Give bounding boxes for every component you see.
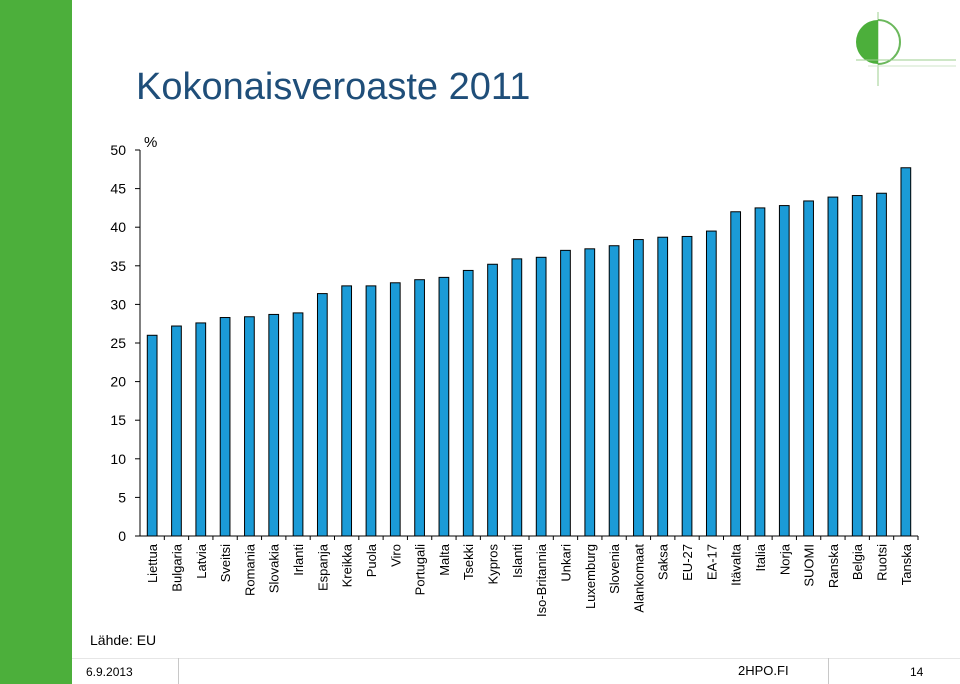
bar-chart: 0 5 10 15 20 25 30 35 40 45 50% Liettua Bulgaria Lat…: [110, 134, 919, 617]
category-label: SUOMI: [802, 544, 817, 587]
category-label: EA-17: [704, 544, 719, 580]
category-label: Espanja: [315, 543, 330, 591]
bar-luxemburg: [584, 248, 596, 537]
green-sidebar: [0, 0, 72, 684]
footer-separator: [828, 658, 829, 684]
category-label: Slovakia: [267, 543, 282, 593]
bar-ranska: [827, 196, 839, 537]
bar-ea-17: [705, 230, 717, 537]
bar-suomi: [803, 200, 814, 537]
y-tick-label: 5: [118, 489, 126, 505]
bar-bulgaria: [171, 325, 182, 537]
logo-icon: [856, 12, 956, 86]
category-label: Viro: [388, 544, 403, 567]
category-label: Tanska: [899, 543, 914, 585]
footer-date: 6.9.2013: [86, 665, 133, 679]
category-label: Malta: [437, 543, 452, 576]
footer-separator: [178, 658, 179, 684]
bar-itävalta: [730, 211, 742, 537]
y-tick-label: 25: [110, 335, 126, 351]
bar-liettua: [146, 334, 158, 537]
slide-title: Kokonaisveroaste 2011: [136, 66, 531, 108]
category-label: Irlanti: [291, 544, 306, 576]
source-note: Lähde: EU: [90, 632, 157, 648]
bar-espanja: [316, 293, 328, 537]
category-label: Itävalta: [729, 543, 744, 586]
category-label: Sveitsi: [218, 544, 233, 582]
bar-saksa: [657, 236, 669, 537]
footer-site: 2HPO.FI: [738, 663, 789, 678]
category-label: Ranska: [826, 543, 841, 588]
bar-islanti: [511, 258, 523, 537]
bar-eu-27: [681, 235, 693, 537]
y-tick-label: 20: [110, 374, 126, 390]
bar-norja: [778, 205, 790, 537]
footer-divider: [72, 658, 960, 659]
category-labels: Liettua Bulgaria Latvia Sveitsi Romania Slova…: [145, 543, 914, 617]
category-label: Saksa: [656, 543, 671, 580]
y-tick-label: 45: [110, 181, 126, 197]
y-tick-label: 10: [110, 451, 126, 467]
category-label: Luxemburg: [583, 544, 598, 609]
bar-tsekki: [462, 269, 474, 537]
bar-slovakia: [268, 313, 280, 537]
category-label: Puola: [364, 543, 379, 577]
category-label: Romania: [242, 543, 257, 596]
category-label: Alankomaat: [631, 544, 646, 613]
y-axis-unit: %: [144, 134, 157, 151]
y-tick-label: 40: [110, 219, 126, 235]
category-label: EU-27: [680, 544, 695, 581]
category-label: Tsekki: [461, 544, 476, 580]
bar-italia: [754, 207, 766, 537]
category-label: Ruotsi: [875, 544, 890, 581]
bar-unkari: [560, 249, 571, 537]
bar-belgia: [851, 195, 863, 537]
bar-kypros: [487, 263, 498, 537]
category-label: Kypros: [486, 544, 501, 585]
y-tick-label: 35: [110, 258, 126, 274]
page-number: 14: [910, 665, 924, 679]
category-label: Norja: [777, 543, 792, 575]
category-label: Islanti: [510, 544, 525, 578]
y-tick-label: 50: [110, 142, 126, 158]
bar-ruotsi: [876, 192, 887, 537]
category-label: Belgia: [850, 543, 865, 580]
category-label: Slovenia: [607, 543, 622, 594]
y-tick-label: 30: [110, 296, 126, 312]
category-label: Liettua: [145, 543, 160, 583]
category-label: Kreikka: [340, 543, 355, 587]
category-label: Unkari: [558, 544, 573, 582]
bar-tanska: [900, 167, 912, 537]
category-label: Bulgaria: [169, 543, 184, 591]
category-label: Portugali: [413, 544, 428, 595]
y-tick-label: 0: [118, 528, 126, 544]
bar-portugali: [414, 279, 425, 537]
bar-viro: [389, 282, 401, 537]
bar-kreikka: [341, 285, 353, 537]
bar-slovenia: [608, 245, 620, 537]
bar-iso-britannia: [535, 256, 547, 537]
bar-sveitsi: [219, 317, 231, 537]
y-tick-label: 15: [110, 412, 126, 428]
category-label: Iso-Britannia: [534, 543, 549, 617]
category-label: Italia: [753, 543, 768, 571]
bar-latvia: [195, 322, 207, 537]
category-label: Latvia: [194, 543, 209, 578]
bar-malta: [438, 276, 450, 537]
bar-puola: [365, 285, 377, 537]
bar-irlanti: [292, 312, 304, 537]
bar-romania: [244, 316, 255, 537]
bars-group: [146, 167, 912, 537]
bar-alankomaat: [633, 239, 644, 537]
